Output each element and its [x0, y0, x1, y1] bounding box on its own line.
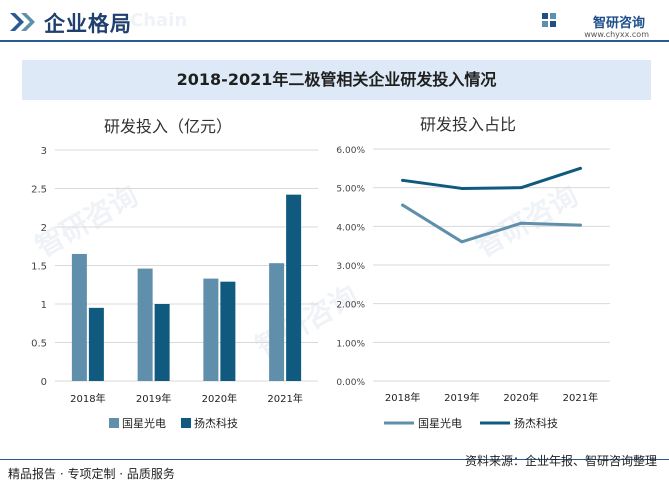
- bar: [286, 194, 302, 381]
- x-tick-label: 2021年: [563, 391, 598, 404]
- y-tick-label: 3: [41, 146, 47, 157]
- y-tick-label: 5.00%: [336, 185, 365, 195]
- logo-icon: [542, 13, 556, 27]
- page-title: 企业格局: [44, 12, 132, 36]
- data-point: [578, 166, 582, 170]
- x-tick-label: 2018年: [385, 391, 420, 404]
- x-tick-label: 2019年: [136, 392, 171, 405]
- y-tick-label: 2.00%: [336, 301, 365, 311]
- y-tick-label: 1.5: [31, 262, 47, 273]
- legend-label: 国星光电: [122, 416, 166, 430]
- y-tick-label: 4.00%: [336, 223, 365, 233]
- line-chart-title: 研发投入占比: [420, 115, 517, 134]
- bar: [269, 263, 285, 381]
- y-tick-label: 1.00%: [336, 339, 365, 349]
- bar-chart-title: 研发投入（亿元）: [104, 117, 233, 136]
- y-tick-label: 0.5: [31, 339, 47, 350]
- bar: [203, 278, 219, 381]
- series-line: [401, 203, 582, 244]
- legend-label: 国星光电: [418, 416, 462, 430]
- header-divider: [0, 40, 669, 42]
- data-point: [519, 186, 523, 190]
- y-tick-label: 6.00%: [336, 146, 365, 156]
- x-tick-label: 2021年: [267, 392, 302, 405]
- chart-banner: [22, 60, 651, 100]
- brand-url: www.chyxx.com: [584, 30, 649, 39]
- x-tick-label: 2020年: [202, 392, 237, 405]
- legend-label: 扬杰科技: [194, 416, 238, 430]
- y-tick-label: 1: [41, 300, 47, 311]
- source-note: 资料来源：企业年报、智研咨询整理: [464, 454, 657, 468]
- y-tick-label: 0.00%: [336, 378, 365, 388]
- data-point: [519, 221, 523, 225]
- bar: [220, 281, 236, 381]
- data-point: [460, 240, 464, 244]
- x-tick-label: 2018年: [70, 392, 105, 405]
- legend-swatch: [109, 418, 119, 428]
- chevron-right-icon: [10, 13, 35, 31]
- series-line: [401, 166, 582, 190]
- footer-divider: [0, 459, 669, 460]
- bar: [137, 268, 153, 381]
- data-point: [578, 223, 582, 227]
- footer-slogan: 精品报告 · 专项定制 · 品质服务: [8, 467, 175, 481]
- y-tick-label: 3.00%: [336, 262, 365, 272]
- data-point: [401, 178, 405, 182]
- x-tick-label: 2020年: [503, 391, 538, 404]
- bar: [71, 253, 87, 381]
- chart-banner-title: 2018-2021年二极管相关企业研发投入情况: [176, 70, 497, 89]
- x-tick-label: 2019年: [444, 391, 479, 404]
- y-tick-label: 0: [41, 377, 47, 388]
- y-tick-label: 2: [41, 223, 47, 234]
- legend-swatch: [181, 418, 191, 428]
- data-point: [401, 203, 405, 207]
- brand-name: 智研咨询: [592, 16, 645, 31]
- bar: [154, 304, 170, 381]
- legend-label: 扬杰科技: [514, 416, 558, 430]
- watermark-text: Chain: [130, 10, 188, 31]
- bar: [88, 307, 104, 381]
- y-tick-label: 2.5: [31, 185, 47, 196]
- data-point: [460, 186, 464, 190]
